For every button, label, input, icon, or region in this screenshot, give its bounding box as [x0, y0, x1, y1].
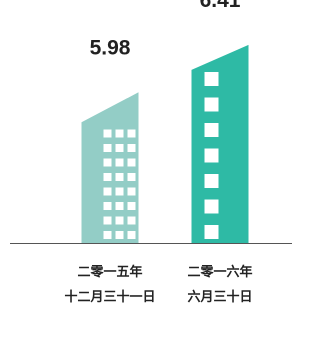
- window: [205, 200, 219, 214]
- category-label: 二零一五年: [77, 264, 142, 280]
- window: [104, 144, 112, 152]
- category-label: 六月三十日: [187, 289, 252, 305]
- window: [104, 202, 112, 210]
- window: [116, 217, 124, 225]
- window: [128, 144, 136, 152]
- window: [205, 98, 219, 112]
- window: [205, 149, 219, 163]
- window: [116, 144, 124, 152]
- window: [205, 72, 219, 86]
- window: [116, 188, 124, 196]
- value-label: 5.98: [90, 36, 131, 59]
- window: [128, 188, 136, 196]
- window: [104, 173, 112, 181]
- value-label: 6.41: [200, 0, 241, 12]
- window: [128, 159, 136, 167]
- window: [128, 173, 136, 181]
- building: [192, 45, 249, 243]
- window: [104, 231, 112, 239]
- window: [116, 130, 124, 138]
- window: [128, 202, 136, 210]
- window: [116, 173, 124, 181]
- window: [128, 217, 136, 225]
- window: [205, 174, 219, 188]
- window: [116, 159, 124, 167]
- window: [128, 130, 136, 138]
- window: [104, 130, 112, 138]
- window: [205, 123, 219, 137]
- window: [116, 231, 124, 239]
- category-label: 十二月三十一日: [64, 289, 155, 305]
- category-label: 二零一六年: [187, 264, 252, 280]
- window: [104, 188, 112, 196]
- window: [205, 225, 219, 239]
- window: [128, 231, 136, 239]
- window: [116, 202, 124, 210]
- window: [104, 217, 112, 225]
- window: [104, 159, 112, 167]
